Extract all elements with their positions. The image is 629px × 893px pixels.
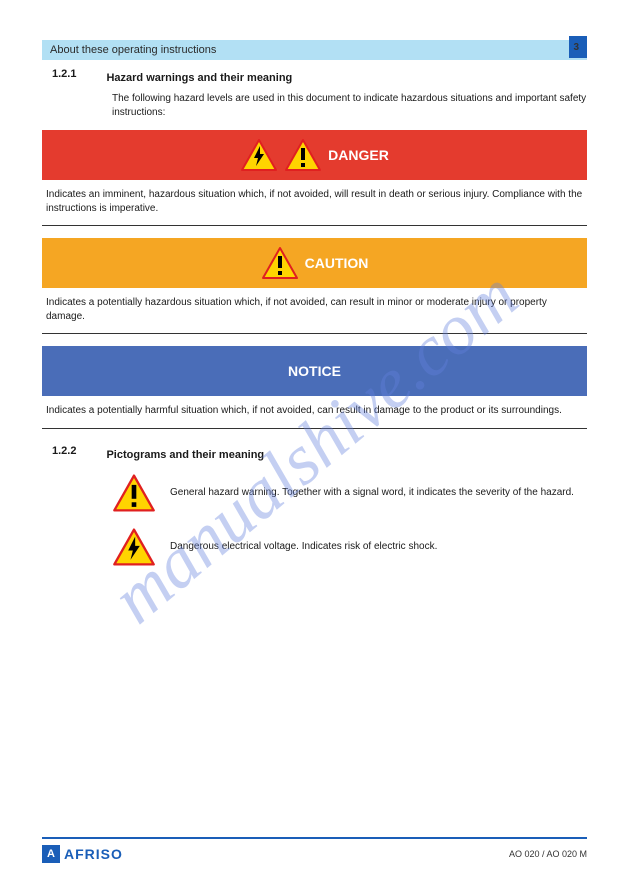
section-title: Pictograms and their meaning (106, 449, 264, 461)
caution-label: CAUTION (305, 255, 369, 271)
logo-badge: A (42, 845, 60, 863)
exclam-triangle-icon (112, 473, 156, 513)
section-intro: The following hazard levels are used in … (112, 92, 587, 120)
footer-logo: A AFRISO (42, 845, 123, 863)
danger-description: Indicates an imminent, hazardous situati… (42, 180, 587, 226)
bolt-triangle-icon (240, 138, 278, 172)
section-title: Hazard warnings and their meaning (106, 72, 292, 84)
notice-description: Indicates a potentially harmful situatio… (42, 396, 587, 429)
page-container: About these operating instructions 3 1.2… (0, 0, 629, 893)
pictogram-general-text: General hazard warning. Together with a … (170, 486, 574, 500)
section-number: 1.2.1 (52, 68, 102, 80)
footer: A AFRISO AO 020 / AO 020 M (42, 837, 587, 863)
exclam-triangle-icon (261, 246, 299, 280)
page-number: 3 (573, 42, 579, 53)
section-heading: 1.2.1 Hazard warnings and their meaning (112, 68, 587, 86)
section-number: 1.2.2 (52, 445, 102, 457)
pictogram-row-voltage: Dangerous electrical voltage. Indicates … (112, 527, 587, 567)
pictogram-voltage-text: Dangerous electrical voltage. Indicates … (170, 540, 437, 554)
section-hazard-levels: 1.2.1 Hazard warnings and their meaning … (112, 68, 587, 120)
notice-label: NOTICE (288, 363, 341, 379)
logo-text: AFRISO (64, 846, 123, 862)
section-pictograms: 1.2.2 Pictograms and their meaning (112, 445, 587, 463)
footer-product: AO 020 / AO 020 M (509, 849, 587, 859)
section-heading: 1.2.2 Pictograms and their meaning (112, 445, 587, 463)
exclam-triangle-icon (284, 138, 322, 172)
bolt-triangle-icon (112, 527, 156, 567)
header-bar: About these operating instructions (42, 40, 587, 60)
warning-bar-caution: CAUTION (42, 238, 587, 288)
warning-bar-notice: NOTICE (42, 346, 587, 396)
danger-label: DANGER (328, 147, 389, 163)
header-title: About these operating instructions (42, 41, 224, 59)
pictogram-row-general: General hazard warning. Together with a … (112, 473, 587, 513)
caution-description: Indicates a potentially hazardous situat… (42, 288, 587, 334)
warning-bar-danger: DANGER (42, 130, 587, 180)
